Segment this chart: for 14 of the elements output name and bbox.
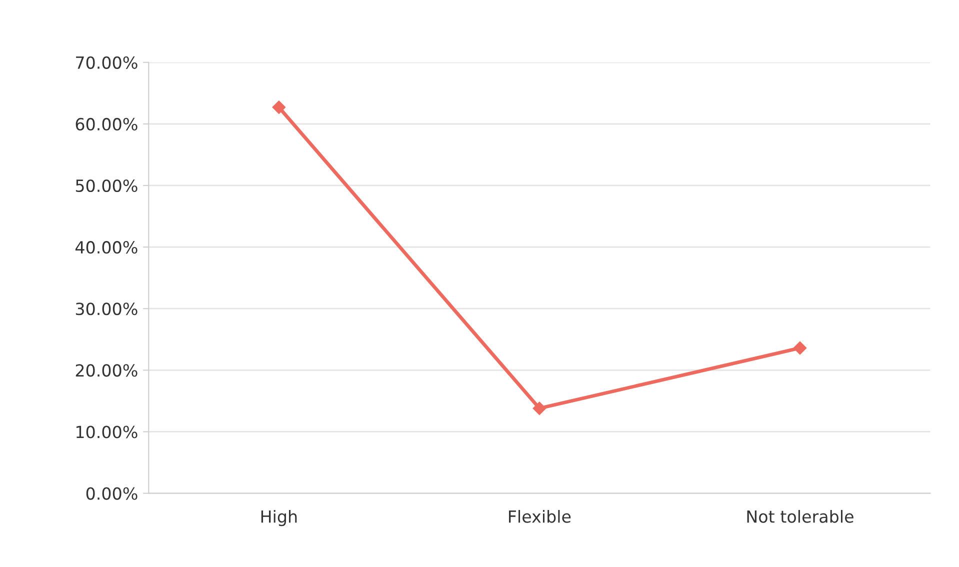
y-tick-label: 20.00% (76, 364, 138, 377)
y-tick-label: 0.00% (86, 487, 138, 500)
y-tick-label: 50.00% (76, 179, 138, 192)
y-tick-label: 70.00% (76, 56, 138, 69)
y-tick-label: 40.00% (75, 241, 138, 254)
point (793, 341, 807, 355)
x-tick-label: High (261, 510, 297, 526)
point (272, 100, 286, 114)
y-tick-label: 60.00% (76, 118, 138, 130)
x-tick-label: Not tolerable (747, 510, 854, 523)
point (532, 402, 546, 415)
x-tick-label: Flexible (509, 510, 571, 523)
y-tick-label: 30.00% (76, 302, 138, 316)
y-tick-label: 10.00% (76, 426, 138, 438)
